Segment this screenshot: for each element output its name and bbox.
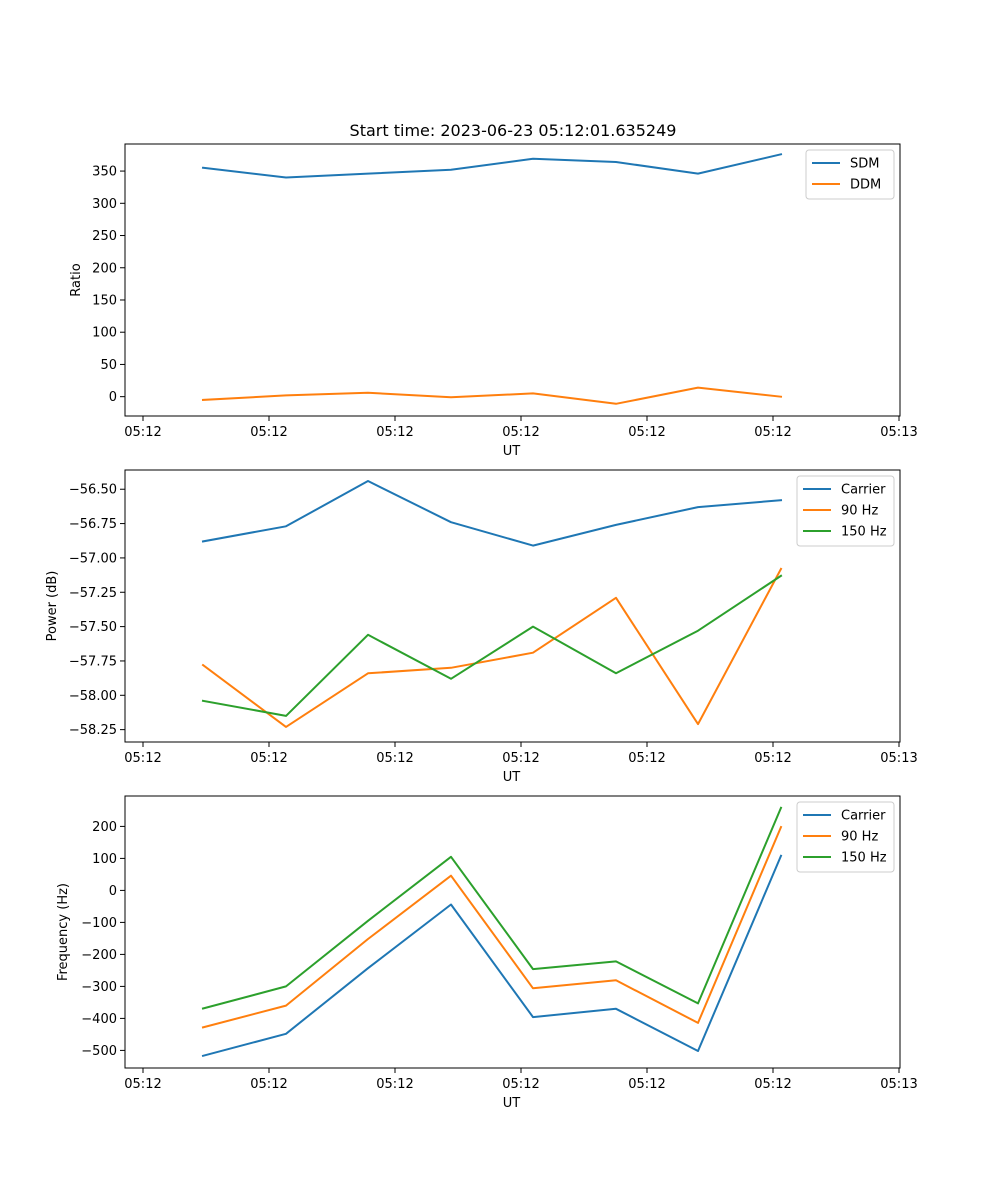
x-axis-label: UT [503,1096,521,1111]
axes-frame [124,795,901,1069]
x-tick-label: 05:13 [880,1077,917,1092]
x-tick-label: 05:12 [124,425,161,440]
y-tick-label: 50 [100,358,117,373]
legend-box [796,475,895,547]
legend-label: 150 Hz [841,851,887,866]
figure-title: Start time: 2023-06-23 05:12:01.635249 [350,121,677,140]
y-tick-label: 0 [109,390,117,405]
series-line-sdm [201,153,783,179]
x-tick-label: 05:12 [628,425,665,440]
y-tick-label: 100 [92,326,117,341]
y-tick-label: −58.00 [69,689,117,704]
x-tick-label: 05:12 [250,1077,287,1092]
y-tick-label: −100 [81,916,117,931]
legend: Carrier 90 Hz 150 Hz [796,475,895,547]
x-axis-label: UT [503,444,521,459]
legend-label: 90 Hz [841,830,878,845]
y-tick-label: 250 [92,229,117,244]
series-line-90-hz [201,567,783,728]
y-tick-label: −58.25 [69,723,117,738]
y-tick-label: −56.75 [69,517,117,532]
y-axis-label: Frequency (Hz) [56,883,71,981]
x-tick-label: 05:12 [628,1077,665,1092]
x-tick-label: 05:12 [502,751,539,766]
legend-box [796,801,895,873]
x-tick-label: 05:12 [628,751,665,766]
y-tick-label: −57.50 [69,620,117,635]
series-line-ddm [201,386,783,405]
y-tick-label: 300 [92,197,117,212]
legend: Carrier 90 Hz 150 Hz [796,801,895,873]
axes-frame [124,469,901,743]
x-axis-label: UT [503,770,521,785]
y-tick-label: −300 [81,980,117,995]
legend: SDM DDM [805,149,895,200]
series-line-150-hz [201,574,783,717]
legend-label: SDM [850,157,879,172]
series-line-carrier [201,854,783,1058]
x-tick-label: 05:12 [376,425,413,440]
x-tick-label: 05:12 [124,751,161,766]
x-tick-label: 05:12 [502,1077,539,1092]
legend-label: Carrier [841,483,886,498]
y-axis-label: Power (dB) [45,571,60,642]
series-line-150-hz [201,806,783,1010]
y-tick-label: 150 [92,293,117,308]
y-tick-label: −57.00 [69,551,117,566]
panels: 05:12 05:12 05:12 05:12 05:12 05:12 05:13 0 50 10… [45,143,918,1111]
x-tick-label: 05:13 [880,425,917,440]
axes-frame [124,143,901,417]
legend-label: DDM [850,178,881,193]
y-tick-label: −57.25 [69,586,117,601]
x-tick-label: 05:12 [754,1077,791,1092]
x-tick-label: 05:12 [250,425,287,440]
x-tick-label: 05:12 [376,751,413,766]
legend-label: Carrier [841,809,886,824]
series-line-carrier [201,480,783,547]
y-tick-label: −200 [81,948,117,963]
y-tick-label: 0 [109,884,117,899]
legend-label: 90 Hz [841,504,878,519]
chart-panel-2: 05:12 05:12 05:12 05:12 05:12 05:12 05:13 −56.5… [45,469,918,785]
series-line-90-hz [201,825,783,1029]
x-tick-label: 05:12 [754,751,791,766]
legend-label: 150 Hz [841,525,887,540]
y-axis-label: Ratio [69,263,84,296]
y-tick-label: −500 [81,1044,117,1059]
y-tick-label: −56.50 [69,483,117,498]
y-tick-label: 200 [92,820,117,835]
x-tick-label: 05:13 [880,751,917,766]
x-tick-label: 05:12 [502,425,539,440]
y-tick-label: −400 [81,1012,117,1027]
y-tick-label: −57.75 [69,654,117,669]
x-tick-label: 05:12 [124,1077,161,1092]
x-tick-label: 05:12 [754,425,791,440]
chart-panel-3: 05:12 05:12 05:12 05:12 05:12 05:12 05:13 200 10… [56,795,918,1111]
y-tick-label: 350 [92,165,117,180]
x-tick-label: 05:12 [250,751,287,766]
x-tick-label: 05:12 [376,1077,413,1092]
chart-panel-1: 05:12 05:12 05:12 05:12 05:12 05:12 05:13 0 50 10… [69,143,918,459]
y-tick-label: 100 [92,852,117,867]
y-tick-label: 200 [92,261,117,276]
